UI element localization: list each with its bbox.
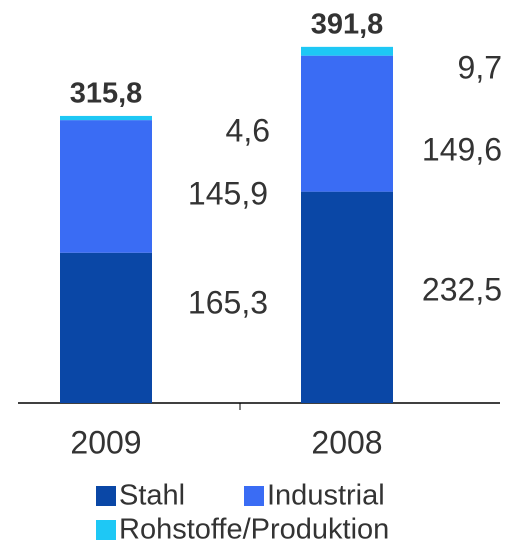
legend-label: Stahl: [119, 480, 185, 512]
bar-segment: [60, 252, 152, 403]
data-label: 232,5: [422, 271, 502, 307]
bar-segment: [60, 115, 152, 121]
legend-label: Industrial: [267, 480, 385, 512]
total-label: 391,8: [311, 9, 384, 41]
bar-segment: [301, 55, 393, 192]
bar-segment: [301, 46, 393, 56]
total-label: 315,8: [70, 78, 143, 110]
data-label: 4,6: [226, 112, 270, 148]
legend-label: Rohstoffe/Produktion: [119, 514, 389, 546]
data-label: 149,6: [422, 131, 502, 167]
bar-segment: [301, 191, 393, 403]
bar-segment: [60, 120, 152, 253]
legend-swatch: [96, 520, 116, 540]
legend-swatch: [244, 486, 264, 506]
legend-swatch: [96, 486, 116, 506]
x-tick-label: 2008: [311, 424, 382, 460]
x-tick-label: 2009: [70, 424, 141, 460]
data-label: 9,7: [458, 49, 502, 85]
data-label: 145,9: [188, 175, 268, 211]
data-label: 165,3: [188, 284, 268, 320]
